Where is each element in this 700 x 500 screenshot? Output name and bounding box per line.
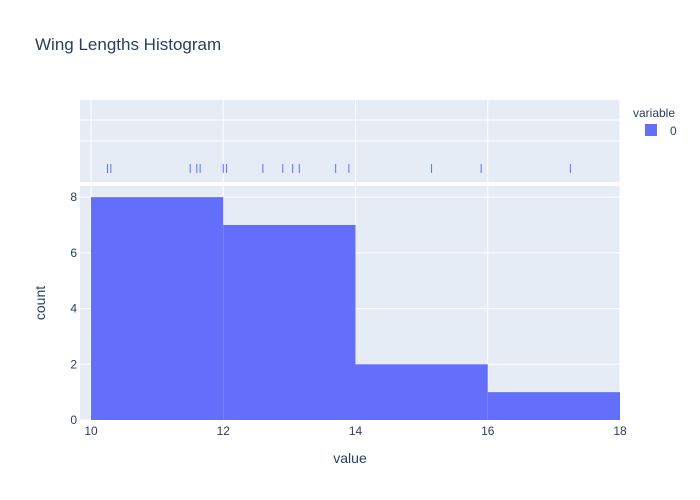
x-tick-labels: 10 12 14 16 18 [84,424,627,438]
rug-gridlines [80,100,621,182]
legend-item[interactable]: 0 [645,124,677,138]
legend: variable 0 [633,106,677,138]
histogram-bar[interactable] [91,197,224,420]
histogram-bars [91,197,620,420]
legend-swatch[interactable] [645,124,657,136]
histogram-bar[interactable] [487,392,620,420]
x-tick-label: 14 [349,424,363,438]
y-tick-label: 6 [70,246,77,260]
x-tick-label: 12 [217,424,231,438]
y-axis-title: count [32,286,48,320]
y-tick-label: 8 [70,190,77,204]
chart-title: Wing Lengths Histogram [35,35,221,54]
histogram-bar[interactable] [355,364,488,420]
rug-marks [107,164,571,173]
x-tick-label: 16 [481,424,495,438]
x-tick-label: 10 [84,424,98,438]
x-tick-label: 18 [613,424,627,438]
legend-title: variable [633,106,675,120]
histogram-bar[interactable] [223,225,356,420]
y-tick-label: 2 [70,357,77,371]
legend-item-label[interactable]: 0 [670,124,677,138]
x-axis-title: value [333,450,367,466]
y-tick-label: 0 [70,413,77,427]
y-tick-labels: 0 2 4 6 8 [70,190,77,427]
y-tick-label: 4 [70,302,77,316]
